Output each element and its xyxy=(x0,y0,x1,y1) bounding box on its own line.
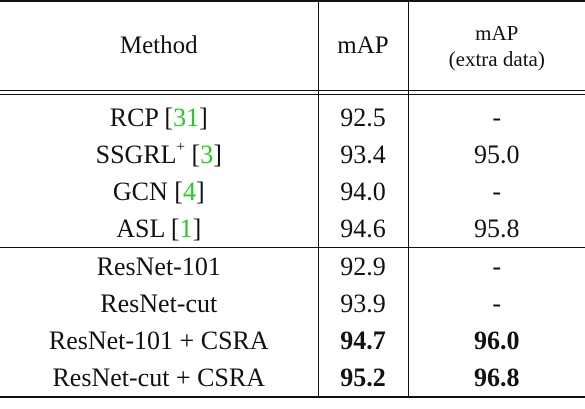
map-cell: 94.6 xyxy=(317,210,408,248)
map-extra-cell: - xyxy=(407,285,585,322)
map-cell-best: 95.2 xyxy=(317,359,408,398)
map-extra-cell-best: 96.8 xyxy=(407,359,585,398)
table-row: ASL [1] 94.6 95.8 xyxy=(0,210,585,248)
method-name: ASL xyxy=(116,214,165,243)
method-cell: ASL [1] xyxy=(116,214,202,243)
map-cell: 92.5 xyxy=(317,94,408,136)
map-extra-cell: 95.0 xyxy=(407,136,585,173)
results-table: Method mAP mAP (extra data) RCP [31] 92.… xyxy=(0,0,585,398)
header-map-extra: mAP (extra data) xyxy=(407,0,585,91)
citation-link[interactable]: 3 xyxy=(200,140,214,169)
method-cell: ResNet-cut xyxy=(100,289,218,318)
map-extra-cell: 95.8 xyxy=(407,210,585,248)
header-row: Method mAP mAP (extra data) xyxy=(0,0,585,91)
table-row: RCP [31] 92.5 - xyxy=(0,94,585,136)
method-name: SSGRL xyxy=(95,140,177,169)
map-extra-cell: - xyxy=(407,173,585,210)
method-name: GCN xyxy=(112,177,168,206)
map-cell-best: 94.7 xyxy=(317,322,408,359)
map-extra-cell-best: 96.0 xyxy=(407,322,585,359)
table-row: SSGRL+ [3] 93.4 95.0 xyxy=(0,136,585,173)
table-row: ResNet-101 92.9 - xyxy=(0,247,585,285)
citation-link[interactable]: 1 xyxy=(179,214,193,243)
method-cell: ResNet-cut + CSRA xyxy=(0,359,318,398)
table-row: ResNet-cut 93.9 - xyxy=(0,285,585,322)
map-cell: 92.9 xyxy=(317,247,408,285)
method-superscript: + xyxy=(176,139,186,155)
map-cell: 93.4 xyxy=(317,136,408,173)
method-cell: ResNet-101 + CSRA xyxy=(48,326,269,355)
method-cell: SSGRL+ [3] xyxy=(95,139,222,170)
method-cell: RCP [31] xyxy=(109,103,208,132)
header-map: mAP xyxy=(317,0,408,91)
method-name: RCP xyxy=(109,103,158,132)
citation-link[interactable]: 31 xyxy=(173,103,200,132)
map-cell: 93.9 xyxy=(317,285,408,322)
map-extra-cell: - xyxy=(407,247,585,285)
header-map-extra-line1: mAP xyxy=(475,21,519,45)
map-extra-cell: - xyxy=(407,94,585,136)
method-cell: GCN [4] xyxy=(112,177,205,206)
header-double-rule xyxy=(0,90,585,95)
map-cell: 94.0 xyxy=(317,173,408,210)
citation-link[interactable]: 4 xyxy=(182,177,196,206)
header-map-extra-line2: (extra data) xyxy=(448,47,545,71)
table-row: ResNet-101 + CSRA 94.7 96.0 xyxy=(0,322,585,359)
header-method: Method xyxy=(0,0,318,91)
method-cell: ResNet-101 xyxy=(0,247,318,285)
table-row: GCN [4] 94.0 - xyxy=(0,173,585,210)
table-row: ResNet-cut + CSRA 95.2 96.8 xyxy=(0,359,585,398)
